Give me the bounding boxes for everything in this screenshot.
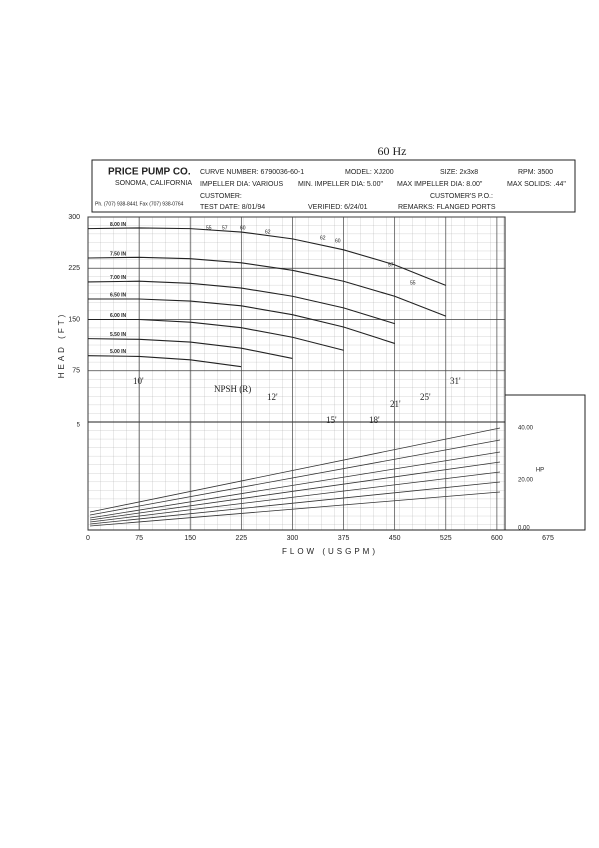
- head-curve: [87, 227, 446, 286]
- power-curves: [89, 427, 501, 527]
- phone: Ph. (707) 938-8441 Fax (707) 938-0764: [95, 201, 184, 207]
- annotation: 25': [420, 392, 431, 402]
- x-tick-label: 150: [184, 535, 196, 542]
- series-label: 6.00 IN: [110, 313, 127, 319]
- series-label: 7.50 IN: [110, 251, 127, 257]
- annotation: 60: [335, 238, 341, 244]
- x-tick-label: 600: [491, 535, 503, 542]
- annotation: NPSH (R): [214, 384, 251, 394]
- series-label: 5.00 IN: [110, 349, 127, 355]
- y-tick-label: 225: [68, 265, 80, 272]
- lower-label: 0.00: [518, 526, 530, 532]
- annotation: 31': [450, 376, 461, 386]
- series-label: 6.50 IN: [110, 292, 127, 298]
- x-tick-label: 375: [338, 535, 350, 542]
- lower-label: 20.00: [518, 478, 534, 484]
- max-dia: MAX IMPELLER DIA: 8.00": [397, 181, 483, 188]
- size: SIZE: 2x3x8: [440, 169, 478, 176]
- head-curve: [88, 298, 395, 344]
- customer: CUSTOMER:: [200, 193, 242, 200]
- lower-label: 5: [77, 423, 81, 429]
- annotation: 10': [133, 376, 144, 386]
- x-axis-title: FLOW (USGPM): [282, 547, 378, 556]
- test-date: TEST DATE: 8/01/94: [200, 204, 265, 211]
- annotation: 62: [320, 235, 326, 241]
- x-tick-label: 300: [287, 535, 299, 542]
- series-label: 8.00 IN: [110, 222, 127, 228]
- head-curve: [87, 355, 242, 368]
- lower-label: 40.00: [518, 426, 534, 432]
- annotation: 18': [369, 415, 380, 425]
- x-tick-label: 450: [389, 535, 401, 542]
- customer-po: CUSTOMER'S P.O.:: [430, 193, 493, 200]
- y-tick-label: 75: [72, 368, 80, 375]
- head-curve: [87, 338, 293, 359]
- series-label: 5.50 IN: [110, 332, 127, 338]
- x-tick-label: 75: [135, 535, 143, 542]
- frequency: 60 Hz: [378, 144, 407, 158]
- y-tick-label: 300: [68, 214, 80, 221]
- head-curve: [88, 318, 344, 351]
- y-tick-label: 150: [68, 316, 80, 323]
- x-tick-label: 675: [542, 535, 554, 542]
- impeller: IMPELLER DIA: VARIOUS: [200, 181, 283, 188]
- city: SONOMA, CALIFORNIA: [115, 180, 192, 187]
- company: PRICE PUMP CO.: [108, 167, 191, 178]
- annotation: 62: [265, 229, 271, 235]
- minor-grid: [88, 217, 505, 530]
- lower-label: HP: [536, 468, 544, 474]
- head-curve: [87, 256, 446, 317]
- annotation: 57: [222, 225, 228, 231]
- hp-panel: [504, 394, 586, 531]
- annotation: 21': [390, 399, 401, 409]
- rpm: RPM: 3500: [518, 169, 553, 176]
- curve-number: CURVE NUMBER: 6790036-60-1: [200, 169, 304, 176]
- verified: VERIFIED: 6/24/01: [308, 204, 368, 211]
- x-tick-label: 225: [235, 535, 247, 542]
- remarks: REMARKS: FLANGED PORTS: [398, 204, 496, 211]
- header-box: [91, 159, 576, 213]
- annotation: 12': [267, 392, 278, 402]
- series-label: 7.00 IN: [110, 275, 127, 281]
- y-axis-title: HEAD (FT): [57, 312, 66, 379]
- annotation: 55: [410, 280, 416, 286]
- model: MODEL: XJ200: [345, 169, 394, 176]
- head-curve: [87, 280, 395, 325]
- annotation: 60: [240, 225, 246, 231]
- min-dia: MIN. IMPELLER DIA: 5.00": [298, 181, 383, 188]
- x-tick-label: 525: [440, 535, 452, 542]
- annotation: 55: [206, 225, 212, 231]
- max-solids: MAX SOLIDS: .44": [507, 181, 566, 188]
- annotation: 15': [326, 415, 337, 425]
- x-tick-label: 0: [86, 535, 90, 542]
- annotation: 57: [388, 262, 394, 268]
